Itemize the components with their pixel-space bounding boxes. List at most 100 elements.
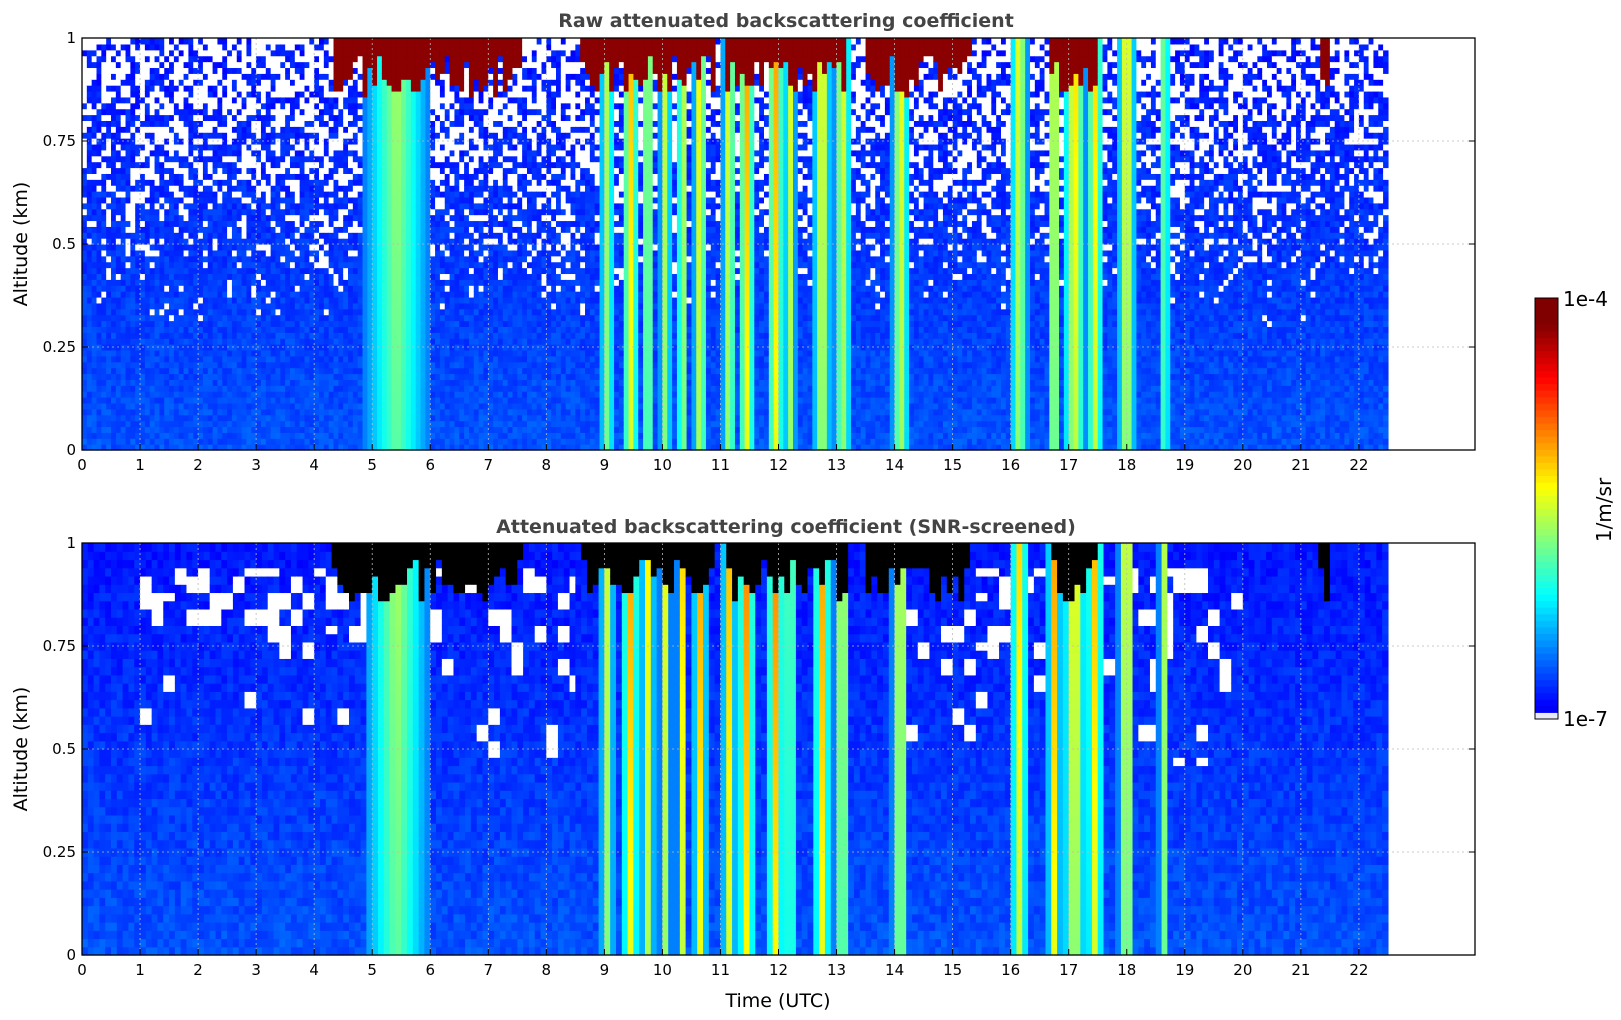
heatmap-cell (314, 302, 320, 310)
heatmap-cell (299, 338, 306, 345)
heatmap-cell (420, 220, 427, 227)
heatmap-cell (275, 249, 281, 257)
heatmap-cell (111, 73, 117, 80)
heatmap-cell (212, 191, 219, 198)
heatmap-cell (120, 332, 127, 339)
heatmap-cell (415, 226, 422, 233)
heatmap-cell (86, 402, 93, 410)
heatmap-cell (260, 149, 267, 157)
heatmap-cell (183, 185, 190, 192)
heatmap-cell (227, 261, 233, 269)
heatmap-cell (169, 161, 175, 169)
heatmap-cell (377, 79, 383, 86)
heatmap-cell (106, 202, 112, 210)
heatmap-cell (140, 79, 146, 86)
heatmap-cell (251, 85, 257, 92)
heatmap-cell (241, 273, 248, 280)
heatmap-cell (169, 267, 175, 275)
heatmap-cell (377, 426, 383, 433)
heatmap-cell (202, 220, 209, 227)
heatmap-cell (149, 349, 156, 357)
heatmap-cell (120, 326, 127, 333)
heatmap-cell (314, 314, 320, 322)
heatmap-cell (154, 67, 160, 74)
heatmap-cell (164, 61, 170, 69)
heatmap-cell (188, 361, 194, 369)
heatmap-cell (246, 179, 252, 186)
heatmap-cell (120, 214, 127, 222)
heatmap-cell (106, 349, 112, 357)
heatmap-cell (111, 314, 117, 322)
heatmap-cell (406, 326, 412, 333)
heatmap-cell (207, 402, 214, 410)
heatmap-cell (343, 138, 349, 145)
heatmap-cell (231, 138, 238, 145)
heatmap-cell (227, 38, 233, 45)
heatmap-cell (352, 285, 359, 292)
heatmap-cell (91, 61, 98, 69)
heatmap-cell (328, 161, 335, 169)
heatmap-cell (406, 73, 412, 80)
heatmap-cell (222, 285, 228, 292)
heatmap-cell (381, 202, 388, 210)
heatmap-cell (241, 138, 248, 145)
heatmap-cell (289, 391, 296, 398)
heatmap-cell (236, 132, 243, 139)
heatmap-cell (96, 49, 102, 57)
heatmap-cell (115, 296, 122, 304)
heatmap-cell (241, 167, 248, 174)
heatmap-cell (130, 102, 136, 110)
heatmap-cell (198, 67, 204, 74)
heatmap-cell (352, 385, 359, 392)
heatmap-cell (178, 373, 185, 380)
heatmap-cell (362, 214, 368, 222)
heatmap-cell (401, 179, 407, 186)
heatmap-cell (386, 185, 393, 192)
heatmap-cell (391, 296, 397, 304)
heatmap-cell (256, 232, 262, 239)
heatmap-cell (82, 108, 88, 116)
heatmap-cell (183, 314, 190, 322)
heatmap-cell (299, 426, 306, 433)
heatmap-cell (415, 444, 422, 451)
heatmap-cell (212, 173, 219, 180)
heatmap-cell (164, 332, 170, 339)
heatmap-cell (285, 132, 291, 139)
heatmap-cell (149, 232, 156, 239)
heatmap-cell (333, 432, 339, 439)
heatmap-cell (401, 38, 407, 45)
heatmap-cell (377, 220, 383, 227)
heatmap-cell (309, 302, 315, 310)
heatmap-cell (396, 373, 402, 380)
heatmap-cell (115, 161, 122, 169)
heatmap-cell (299, 232, 306, 239)
heatmap-cell (217, 302, 223, 310)
heatmap-cell (154, 373, 160, 380)
heatmap-cell (406, 161, 412, 169)
heatmap-cell (236, 332, 243, 339)
heatmap-cell (381, 432, 388, 439)
heatmap-cell (106, 267, 112, 275)
heatmap-cell (328, 149, 335, 157)
heatmap-cell (164, 138, 170, 145)
heatmap-cell (217, 67, 223, 74)
heatmap-cell (401, 55, 407, 63)
heatmap-cell (275, 414, 281, 422)
heatmap-cell (173, 208, 180, 216)
heatmap-cell (338, 414, 344, 422)
heatmap-cell (357, 402, 364, 410)
heatmap-cell (420, 114, 427, 121)
heatmap-cell (280, 96, 286, 104)
heatmap-cell (188, 161, 194, 169)
heatmap-cell (173, 67, 180, 74)
heatmap-cell (285, 320, 291, 327)
heatmap-cell (183, 391, 190, 398)
heatmap-cell (125, 202, 131, 210)
heatmap-cell (101, 296, 107, 304)
heatmap-cell (415, 285, 422, 292)
heatmap-cell (120, 85, 127, 92)
heatmap-cell (241, 108, 248, 116)
heatmap-cell (348, 438, 354, 445)
heatmap-cell (144, 79, 151, 86)
heatmap-cell (222, 385, 228, 392)
